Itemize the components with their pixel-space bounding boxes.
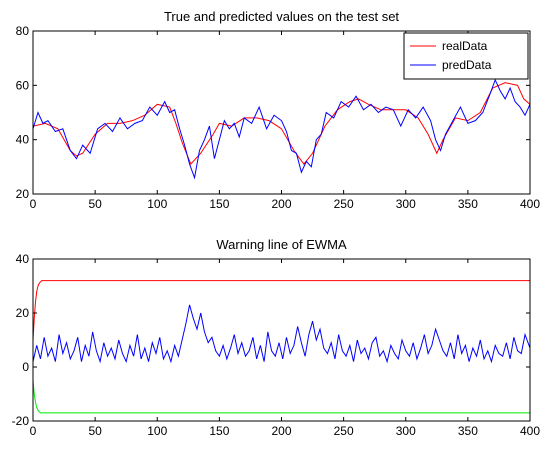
- plot-area: [33, 259, 530, 421]
- x-tick-label: 50: [88, 197, 102, 211]
- bottom-chart: 0 50 100 150 200 250 300 350 400-2002040Warning …: [12, 237, 541, 438]
- x-tick-label: 150: [209, 197, 229, 211]
- x-tick-label: 250: [334, 197, 354, 211]
- y-tick-label: 40: [16, 252, 30, 266]
- x-tick-label: 50: [88, 424, 102, 438]
- legend-label-realData: realData: [442, 39, 488, 53]
- x-tick-label: 0: [30, 197, 37, 211]
- y-tick-label: 80: [16, 24, 30, 38]
- chart-title: Warning line of EWMA: [216, 237, 347, 252]
- x-tick-label: 0: [30, 424, 37, 438]
- series-line-2: [33, 304, 530, 364]
- x-tick-label: 200: [271, 197, 291, 211]
- series-line-1: [33, 380, 530, 414]
- chart-title: True and predicted values on the test se…: [164, 9, 399, 24]
- legend: realData predData: [403, 32, 529, 80]
- x-tick-label: 400: [520, 197, 540, 211]
- legend-box: [403, 32, 529, 80]
- x-tick-label: 250: [334, 424, 354, 438]
- x-tick-label: 350: [458, 424, 478, 438]
- x-tick-label: 300: [396, 197, 416, 211]
- y-tick-label: 60: [16, 78, 30, 92]
- x-tick-label: 100: [147, 424, 167, 438]
- x-tick-label: 200: [271, 424, 291, 438]
- series-line-0: [33, 280, 530, 341]
- x-tick-label: 150: [209, 424, 229, 438]
- y-tick-label: 0: [22, 360, 29, 374]
- x-tick-label: 300: [396, 424, 416, 438]
- y-tick-label: 20: [16, 187, 30, 201]
- legend-label-predData: predData: [442, 58, 492, 72]
- x-tick-label: 100: [147, 197, 167, 211]
- top-chart: 0 50 100 150 200 250 300 350 400 20 40 60 80 True and…: [16, 9, 541, 211]
- series-line-predData: [33, 78, 530, 180]
- y-tick-label: 20: [16, 306, 30, 320]
- x-tick-label: 400: [520, 424, 540, 438]
- series-line-realData: [33, 82, 530, 166]
- y-tick-label: -20: [12, 414, 30, 428]
- y-tick-label: 40: [16, 133, 30, 147]
- x-tick-label: 350: [458, 197, 478, 211]
